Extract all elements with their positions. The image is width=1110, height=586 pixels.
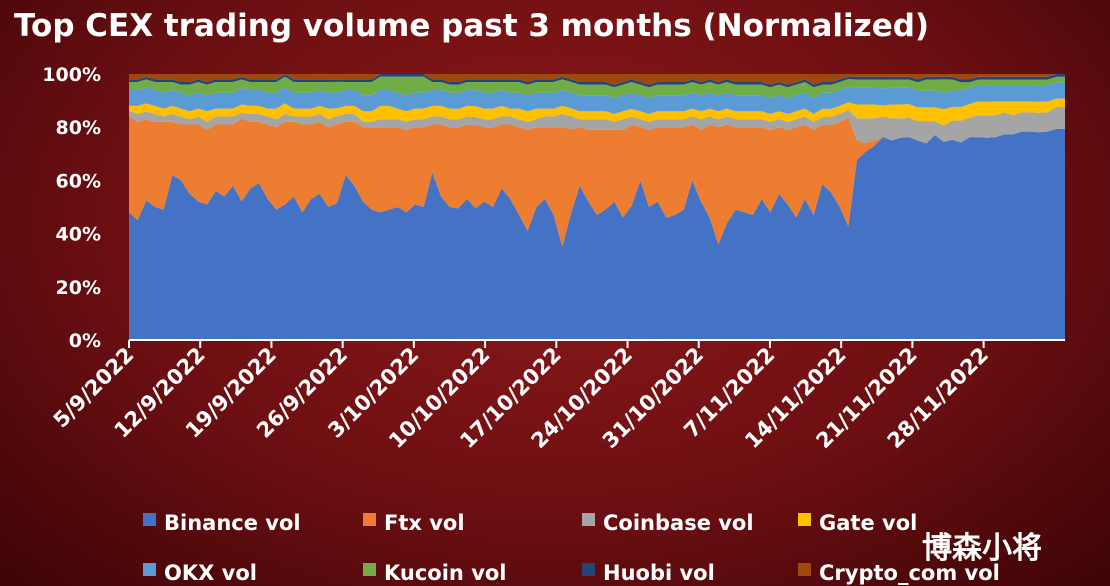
legend-label: Ftx vol xyxy=(384,511,465,535)
y-axis: 0% 20% 40% 60% 80% 100% xyxy=(42,64,101,352)
y-tick-label: 40% xyxy=(56,224,101,246)
legend-label: Gate vol xyxy=(819,511,917,535)
area-gate-vol xyxy=(129,98,1065,126)
legend-swatch xyxy=(798,563,811,576)
legend-swatch xyxy=(582,563,595,576)
legend-label: Huobi vol xyxy=(603,561,715,585)
area-ftx-vol xyxy=(129,116,1065,247)
watermark-text: 博森小将 xyxy=(922,531,1042,566)
area-coinbase-vol xyxy=(129,106,1065,144)
legend-label: Kucoin vol xyxy=(384,561,507,585)
legend-swatch xyxy=(363,513,376,526)
legend-label: Binance vol xyxy=(164,511,301,535)
legend-swatch xyxy=(363,563,376,576)
chart-title: Top CEX trading volume past 3 months (No… xyxy=(14,8,929,44)
legend-swatch xyxy=(798,513,811,526)
legend-label: OKX vol xyxy=(164,561,257,585)
legend-label: Crypto_com vol xyxy=(819,561,1000,585)
area-binance-vol xyxy=(129,128,1065,340)
y-tick-label: 0% xyxy=(69,330,101,352)
area-huobi-vol xyxy=(129,74,1065,88)
stacked-areas xyxy=(129,74,1065,340)
y-tick-label: 100% xyxy=(42,64,101,86)
area-crypto-com-vol xyxy=(129,74,1065,85)
area-okx-vol xyxy=(129,82,1065,114)
x-axis: 5/9/202212/9/202219/9/202226/9/20223/10/… xyxy=(49,339,1065,453)
legend-swatch xyxy=(143,563,156,576)
y-tick-label: 80% xyxy=(56,117,101,139)
legend: Binance vol Ftx vol Coinbase vol Gate vol OK… xyxy=(143,511,1000,585)
y-tick-label: 60% xyxy=(56,170,101,192)
y-tick-label: 20% xyxy=(56,277,101,299)
legend-label: Coinbase vol xyxy=(603,511,754,535)
legend-swatch xyxy=(582,513,595,526)
legend-swatch xyxy=(143,513,156,526)
